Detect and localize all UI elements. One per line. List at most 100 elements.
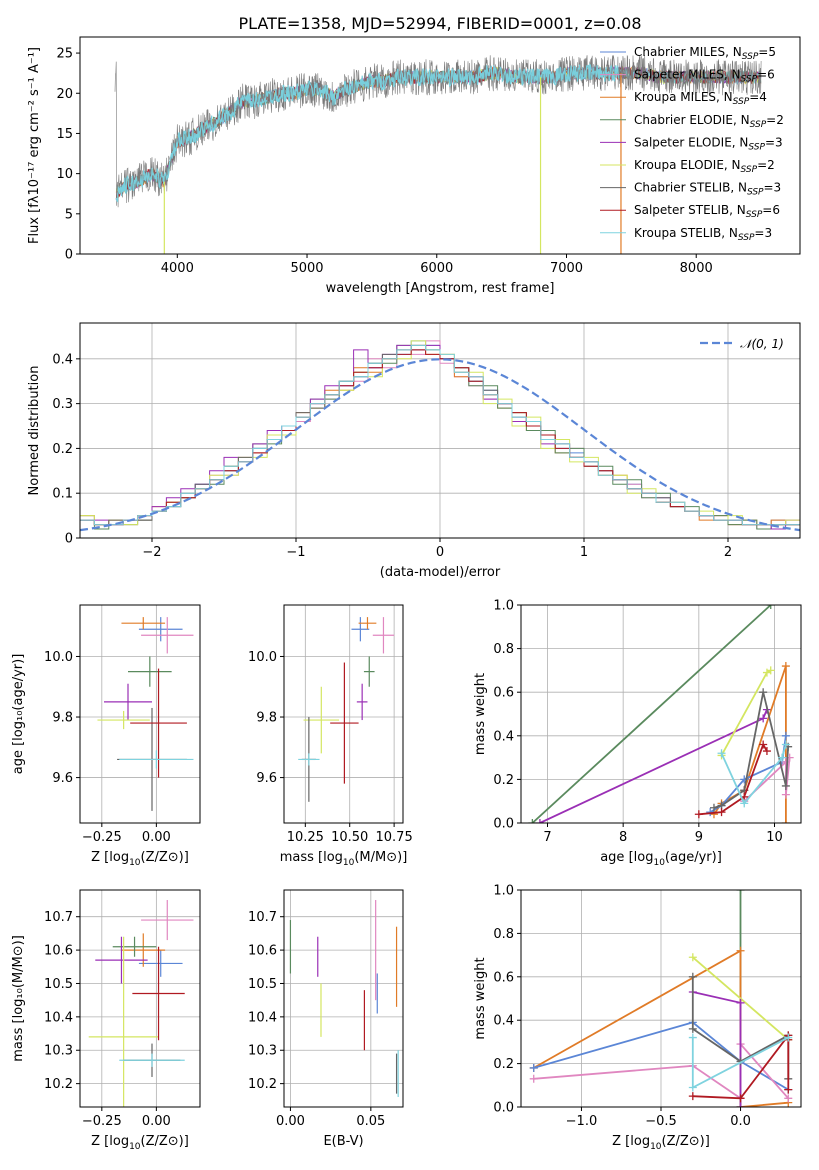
- legend-subscript: SSP: [748, 142, 765, 152]
- x-tick-label: 7000: [550, 261, 583, 276]
- y-tick-label: 10.5: [44, 977, 73, 992]
- mass-weight-marker: [529, 1074, 538, 1083]
- y-tick-label: 10.2: [248, 1077, 277, 1092]
- legend-label: Salpeter STELIB, N: [634, 203, 746, 217]
- mass-weight-marker: [736, 1103, 745, 1107]
- plot-area: [528, 605, 794, 823]
- x-tick-label: 10.50: [331, 830, 368, 845]
- mass-weight-marker: [784, 1033, 793, 1042]
- y-tick-label: 0.6: [493, 970, 514, 985]
- plot-area: [80, 340, 800, 538]
- x-axis-label-tail: (Z/Z⊙)]: [141, 850, 189, 865]
- axes-frame: [79, 889, 201, 1108]
- legend-tail: =3: [764, 181, 782, 195]
- y-tick-label: 10.3: [44, 1044, 73, 1059]
- x-axis-label-sub: 10: [650, 1142, 662, 1152]
- y-tick-label: 0.3: [52, 397, 73, 412]
- legend-entry: Chabrier ELODIE, NSSP=2: [634, 113, 784, 130]
- y-tick-label: 0.1: [52, 487, 73, 502]
- mass-weight-marker: [759, 688, 768, 697]
- x-tick-label: 0.00: [142, 1114, 171, 1129]
- legend-label: Chabrier ELODIE, N: [634, 113, 750, 127]
- mass-weight-marker: [781, 790, 790, 799]
- mass-weight-line: [533, 1021, 789, 1091]
- legend-tail: =5: [758, 45, 776, 59]
- mass-weight-marker: [717, 749, 726, 758]
- legend-tail: =3: [765, 135, 783, 149]
- y-tick-label: 20: [56, 87, 73, 102]
- y-tick-label: 1.0: [493, 884, 514, 899]
- y-tick-label: 10.3: [248, 1044, 277, 1059]
- legend-tail: =2: [757, 158, 775, 172]
- y-tick-label: 10.7: [248, 910, 277, 925]
- x-tick-label: 0.00: [142, 830, 171, 845]
- x-axis-label-tail: (Z/Z⊙)]: [141, 1134, 189, 1149]
- x-axis-label-main: E(B-V): [323, 1134, 363, 1149]
- legend-subscript: SSP: [750, 120, 767, 130]
- legend-entry: Salpeter ELODIE, NSSP=3: [634, 135, 783, 152]
- x-axis-label-main: Z [log: [91, 1134, 129, 1149]
- mass-weight-marker: [688, 972, 697, 981]
- plot-area: [97, 617, 194, 811]
- x-axis-label-sub: 10: [129, 858, 141, 868]
- x-axis-label-sub: 10: [129, 1142, 141, 1152]
- panel-mass-vs-metallicity: −0.25 0.00 10.2 10.3 10.4 10.5 10.6 10.7 Z [log1…: [11, 889, 201, 1152]
- x-tick-label: 7: [543, 830, 551, 845]
- y-tick-label: 0.8: [493, 927, 514, 942]
- x-tick-label: 1: [580, 545, 588, 560]
- mass-weight-marker: [736, 946, 745, 955]
- x-tick-label: 2: [724, 545, 732, 560]
- y-tick-label: 10: [56, 167, 73, 182]
- mass-weight-marker: [759, 714, 768, 723]
- y-tick-label: 0.8: [493, 642, 514, 657]
- mass-weight-marker: [781, 781, 790, 790]
- x-axis-label: (data-model)/error: [380, 565, 501, 580]
- x-tick-label: 6000: [420, 261, 453, 276]
- mass-weight-marker: [766, 605, 775, 609]
- mass-weight-marker: [740, 799, 749, 808]
- axes-frame: [283, 604, 404, 824]
- mass-weight-marker: [736, 1094, 745, 1103]
- x-axis-label: Z [log10(Z/Z⊙)]: [91, 1134, 189, 1152]
- panel-mass-weight-vs-metallicity: −1.0 −0.5 0.0 0.0 0.2 0.4 0.6 0.8 1.0 Z [log10(Z/…: [473, 884, 802, 1152]
- x-tick-label: 5000: [290, 261, 323, 276]
- y-tick-label: 1.0: [493, 599, 514, 614]
- x-axis-label: Z [log10(Z/Z⊙)]: [612, 1134, 710, 1152]
- axes-frame: [79, 36, 801, 255]
- y-axis-label: Normed distribution: [27, 366, 42, 496]
- legend-entry: Chabrier MILES, NSSP=5: [634, 45, 776, 62]
- x-axis-label-tail: (M/M⊙)]: [354, 850, 407, 865]
- y-axis-label: mass [log₁₀(M/M⊙)]: [11, 935, 26, 1062]
- legend-label: Kroupa STELIB, N: [634, 226, 738, 240]
- y-tick-label: 10.0: [44, 650, 73, 665]
- plot-area: [289, 900, 399, 1097]
- mass-weight-marker: [784, 1094, 793, 1103]
- y-tick-label: 0: [65, 248, 73, 263]
- x-tick-label: 10.25: [287, 830, 324, 845]
- panel-spectrum: 4000 5000 6000 7000 8000 0 5 10 15 20 25 wavelength…: [27, 14, 801, 296]
- legend-entry: Salpeter STELIB, NSSP=6: [634, 203, 780, 220]
- mass-weight-marker: [709, 803, 718, 812]
- mass-weight-line: [720, 744, 787, 806]
- histogram-series: [80, 344, 800, 538]
- y-tick-label: 10.2: [44, 1077, 73, 1092]
- axes-frame: [520, 604, 802, 824]
- y-tick-label: 10.0: [248, 650, 277, 665]
- x-tick-label: 0: [436, 545, 444, 560]
- x-tick-label: −1: [286, 545, 305, 560]
- best-fit-spectrum-line: [115, 63, 619, 203]
- legend-entry: Kroupa MILES, NSSP=4: [634, 90, 767, 107]
- y-tick-label: 9.8: [256, 711, 277, 726]
- legend-subscript: SSP: [738, 233, 755, 243]
- y-axis-label: mass weight: [473, 673, 488, 755]
- x-tick-label: 0.00: [276, 1114, 305, 1129]
- mass-weight-line: [692, 956, 789, 1041]
- legend-label: Chabrier STELIB, N: [634, 181, 747, 195]
- legend-subscript: SSP: [741, 75, 758, 85]
- mass-weight-marker: [528, 819, 537, 823]
- legend-label: Salpeter MILES, N: [634, 68, 741, 82]
- y-tick-label: 25: [56, 47, 73, 62]
- y-tick-label: 10.7: [44, 910, 73, 925]
